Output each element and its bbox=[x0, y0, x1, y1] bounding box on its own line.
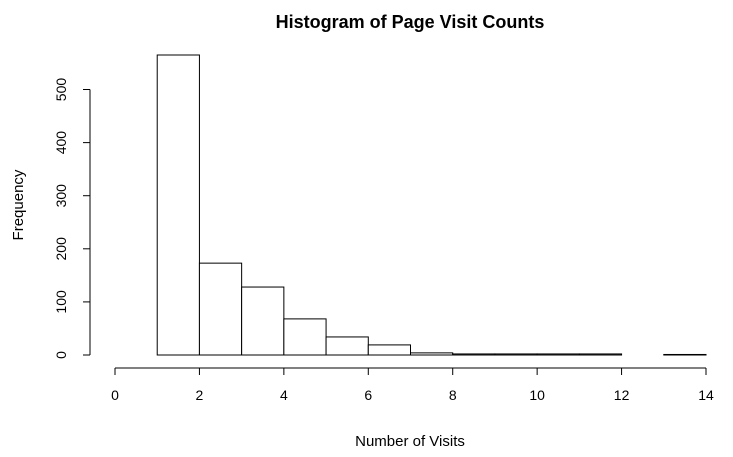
x-tick-label: 6 bbox=[364, 387, 372, 403]
x-tick-label: 2 bbox=[196, 387, 204, 403]
y-tick-label: 300 bbox=[53, 184, 69, 208]
histogram-bar-5 bbox=[367, 344, 411, 356]
histogram-bar-10 bbox=[578, 353, 623, 356]
y-tick-label: 0 bbox=[53, 351, 69, 359]
x-axis-label: Number of Visits bbox=[355, 433, 465, 450]
histogram-bar-2 bbox=[241, 286, 285, 356]
histogram-bar-0 bbox=[156, 54, 200, 356]
histogram-bar-8 bbox=[494, 353, 538, 356]
histogram-bars bbox=[156, 54, 707, 356]
y-tick-label: 400 bbox=[53, 131, 69, 155]
x-tick-label: 0 bbox=[111, 387, 119, 403]
y-tick-label: 200 bbox=[53, 237, 69, 261]
x-tick-label: 8 bbox=[449, 387, 457, 403]
histogram-bar-1 bbox=[198, 262, 243, 356]
y-axis-label: Frequency bbox=[10, 169, 27, 240]
x-tick-label: 4 bbox=[280, 387, 288, 403]
histogram-bar-4 bbox=[325, 336, 369, 356]
y-axis: 0 100 200 300 400 500 bbox=[53, 78, 91, 359]
x-tick-label: 14 bbox=[698, 387, 714, 403]
y-tick-label: 500 bbox=[53, 78, 69, 102]
x-tick-label: 12 bbox=[614, 387, 630, 403]
histogram-bar-3 bbox=[283, 318, 327, 356]
chart-title: Histogram of Page Visit Counts bbox=[276, 12, 545, 32]
x-axis: 0 2 4 6 8 10 12 14 bbox=[111, 367, 714, 403]
histogram-bar-9 bbox=[536, 353, 580, 356]
y-tick-label: 100 bbox=[53, 290, 69, 314]
histogram-bar-7 bbox=[452, 353, 496, 356]
histogram-bar-6 bbox=[410, 352, 454, 356]
histogram-bar-12 bbox=[663, 353, 707, 356]
x-tick-label: 10 bbox=[529, 387, 545, 403]
